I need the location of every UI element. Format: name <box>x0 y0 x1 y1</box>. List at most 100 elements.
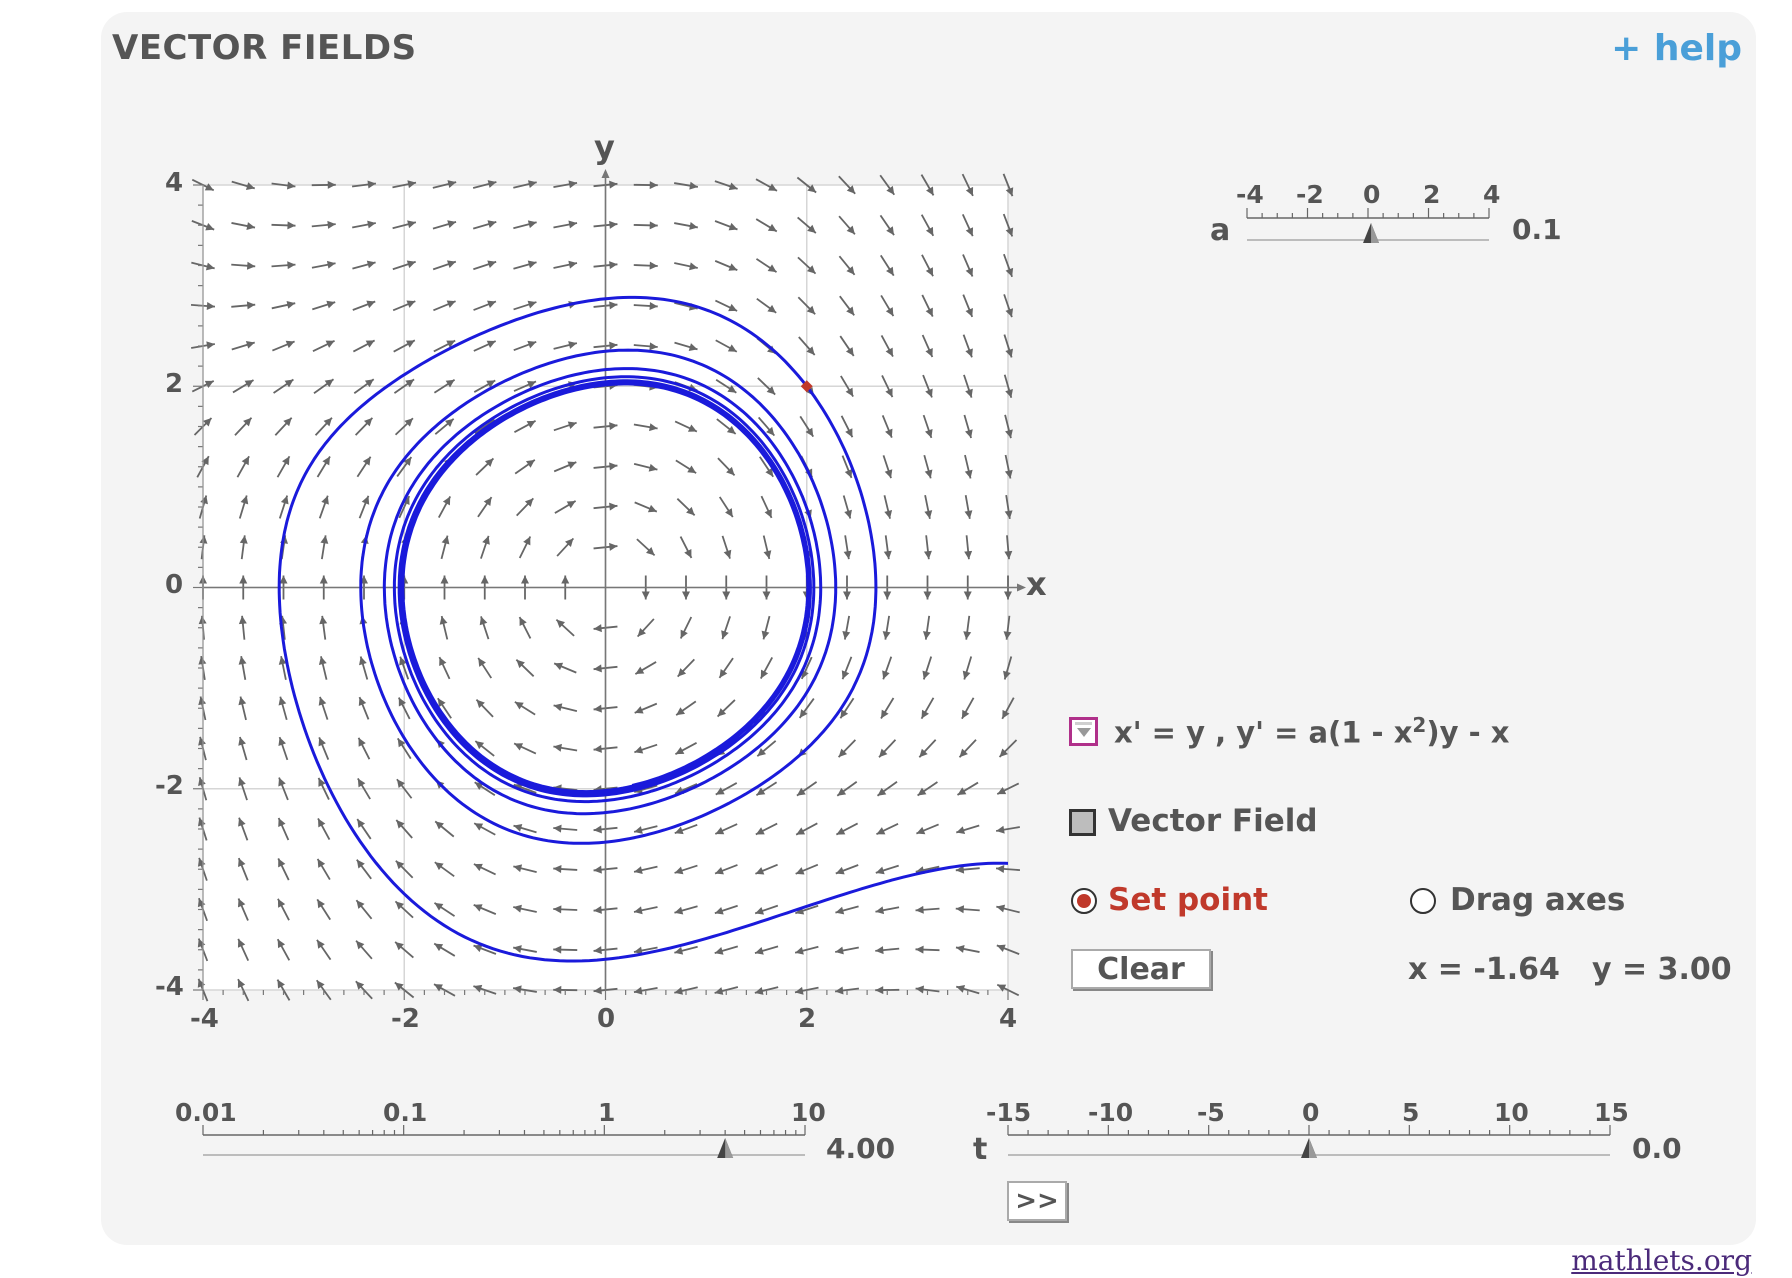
arrow-head <box>593 704 602 713</box>
vector-arrow <box>633 342 658 351</box>
arrow-head <box>474 823 484 831</box>
vector-arrow <box>395 860 414 879</box>
arrow-head <box>689 181 698 190</box>
vector-arrow <box>922 374 933 398</box>
vector-arrow <box>314 417 333 436</box>
mathlets-link[interactable]: mathlets.org <box>1571 1244 1752 1277</box>
vector-arrow <box>797 296 816 315</box>
arrow-head <box>682 591 690 600</box>
vector-arrow <box>840 375 854 398</box>
vector-arrow <box>841 656 853 680</box>
vector-arrow <box>716 418 737 435</box>
arrow-head <box>197 978 206 988</box>
vector-arrow <box>923 535 932 560</box>
vector-arrow <box>396 737 412 760</box>
vector-arrow <box>757 416 776 437</box>
y-tick-label: -2 <box>155 771 184 801</box>
help-link[interactable]: + help <box>1611 28 1742 69</box>
vector-arrow <box>636 618 655 638</box>
t-slider-label: t <box>973 1132 988 1167</box>
arrow-head <box>246 301 256 310</box>
sliders[interactable] <box>202 208 1611 1158</box>
arrow-head <box>996 944 1006 953</box>
vector-arrow <box>473 260 497 271</box>
arrow-head <box>553 743 562 752</box>
arrow-head <box>964 469 973 479</box>
vector-arrow <box>876 781 898 797</box>
vector-arrow <box>795 863 819 875</box>
arrow-head <box>714 947 724 955</box>
vector-arrow <box>715 782 738 796</box>
vector-arrow <box>318 495 329 519</box>
arrow-head <box>997 984 1007 992</box>
arrow-head <box>367 180 376 189</box>
arrow-head <box>649 342 658 351</box>
arrow-head <box>722 591 731 600</box>
clear-button[interactable]: Clear <box>1071 949 1211 989</box>
vector-arrow <box>715 378 737 394</box>
vector-arrow <box>553 824 578 833</box>
arrow-head <box>487 260 497 269</box>
arrow-head <box>649 261 658 270</box>
vector-arrow <box>514 459 536 475</box>
vector-arrow <box>352 220 376 229</box>
arrow-head <box>915 945 924 954</box>
vector-arrow <box>875 864 899 875</box>
arrow-head <box>846 225 855 235</box>
play-button[interactable]: >> <box>1007 1181 1067 1221</box>
t-slider-tick: -10 <box>1088 1098 1134 1127</box>
arrow-head <box>755 907 765 915</box>
vector-arrow <box>353 378 375 395</box>
a-slider-tick: 2 <box>1423 180 1441 209</box>
arrow-head <box>965 429 973 439</box>
set-point-radio[interactable] <box>1071 888 1097 914</box>
arrow-head <box>1005 267 1014 277</box>
arrow-head <box>204 183 214 191</box>
x-axis-label: x <box>1026 565 1047 603</box>
arrow-head <box>513 864 523 873</box>
arrow-head <box>807 184 817 193</box>
arrow-head <box>553 703 563 712</box>
arrow-head <box>805 427 814 437</box>
vector-arrow <box>676 498 696 516</box>
vector-arrow <box>995 864 1021 873</box>
arrow-head <box>322 456 330 466</box>
arrow-head <box>843 550 852 560</box>
arrow-head <box>633 986 643 995</box>
arrow-head <box>999 748 1008 757</box>
vector-arrow <box>875 946 900 955</box>
arrow-head <box>566 500 576 509</box>
arrow-head <box>473 863 483 872</box>
vector-arrow <box>1004 495 1013 519</box>
arrow-head <box>838 748 848 758</box>
arrow-head <box>326 260 336 269</box>
vector-arrow <box>477 496 493 518</box>
arrow-head <box>206 302 215 311</box>
a-slider-tick: 0 <box>1363 180 1381 209</box>
vector-arrow <box>998 739 1018 758</box>
vector-arrow <box>633 462 658 472</box>
vector-arrow <box>394 941 414 959</box>
vector-arrow <box>961 213 974 237</box>
arrow-head <box>521 575 529 584</box>
arrow-head <box>398 697 407 707</box>
arrow-head <box>680 629 688 639</box>
equation-dropdown[interactable] <box>1069 717 1098 746</box>
initial-point-marker <box>800 380 813 393</box>
y-tick-label: -4 <box>155 972 184 1002</box>
x-tick-label: 4 <box>999 1004 1018 1034</box>
arrow-head <box>806 305 816 315</box>
vector-field-checkbox[interactable] <box>1069 809 1096 836</box>
set-point-label: Set point <box>1108 882 1268 918</box>
drag-axes-radio[interactable] <box>1410 888 1436 914</box>
arrow-head <box>473 984 483 993</box>
vector-arrow <box>514 701 536 716</box>
arrow-head <box>567 421 577 430</box>
arrow-head <box>925 226 934 236</box>
vector-arrow <box>515 659 535 677</box>
vector-arrow <box>714 864 738 875</box>
arrow-head <box>768 183 777 191</box>
vector-arrow <box>513 220 537 230</box>
arrow-head <box>204 380 214 389</box>
